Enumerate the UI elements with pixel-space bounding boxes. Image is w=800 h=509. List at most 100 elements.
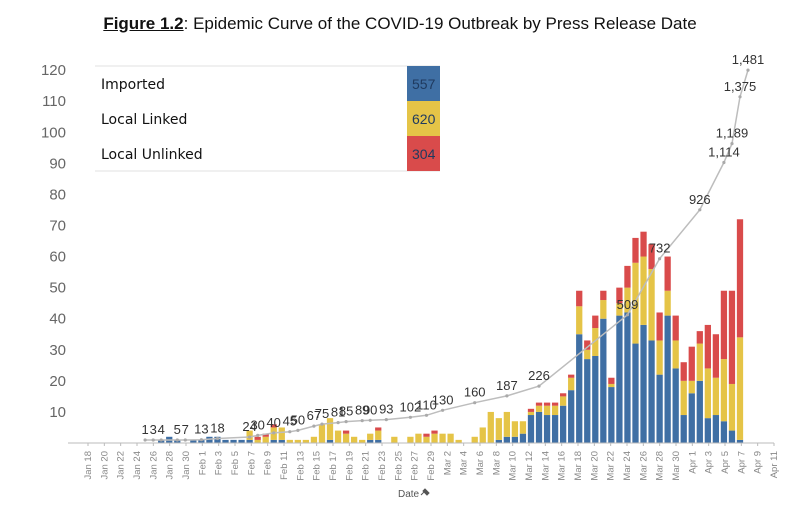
cumulative-point: [738, 95, 742, 99]
bar-local-unlinked: [712, 334, 720, 378]
cumulative-label: 4: [158, 422, 165, 437]
x-tick-label: Mar 26: [638, 451, 649, 481]
y-tick-label: 20: [49, 373, 66, 390]
bar-local-unlinked: [696, 331, 703, 344]
cumulative-point: [151, 438, 155, 442]
cumulative-point: [183, 438, 187, 442]
bar-local-linked: [712, 377, 720, 416]
bar-local-unlinked: [672, 315, 679, 341]
bar-local-unlinked: [375, 427, 382, 431]
cumulative-point: [625, 313, 630, 317]
bar-imported: [696, 380, 703, 443]
x-tick-label: Feb 23: [377, 451, 388, 481]
cumulative-label: 89: [355, 403, 369, 418]
y-axis: 10 20 30 40 50 60 70 80 90 100 110 120: [41, 62, 66, 421]
cumulative-point: [272, 431, 276, 435]
bar-local-linked: [648, 268, 655, 341]
y-tick-label: 10: [49, 404, 66, 421]
bar-local-linked: [720, 359, 728, 422]
bar-local-linked: [704, 368, 711, 419]
cumulative-point: [199, 438, 203, 442]
x-tick-label: Mar 8: [491, 451, 502, 475]
cumulative-label: 45: [283, 414, 297, 429]
cumulative-label: 226: [528, 368, 550, 383]
x-tick-label: Feb 9: [263, 451, 274, 475]
figure-number: Figure 1.2: [103, 14, 184, 33]
x-tick-label: Jan 24: [132, 451, 143, 480]
bar-local-linked: [511, 421, 519, 437]
bar-local-unlinked: [624, 265, 631, 288]
bar-local-unlinked: [592, 315, 599, 329]
bar-local-linked: [656, 340, 663, 375]
bar-local-linked: [568, 377, 575, 391]
y-tick-label: 100: [41, 124, 66, 141]
cumulative-label: 130: [432, 392, 454, 407]
legend-label-local-unlinked: Local Unlinked: [101, 147, 203, 163]
cumulative-label: 18: [210, 421, 224, 436]
bar-local-linked: [391, 436, 398, 443]
cumulative-point: [384, 418, 388, 422]
bar-imported: [608, 387, 615, 443]
x-tick-label: Apr 11: [769, 451, 780, 478]
bar-local-unlinked: [736, 219, 744, 338]
bar-imported: [616, 315, 623, 443]
cumulative-point: [698, 208, 702, 212]
x-tick-label: Feb 11: [279, 451, 290, 480]
bar-local-linked: [560, 396, 567, 406]
x-tick-label: Jan 20: [99, 451, 110, 480]
x-tick-label: Jan 18: [83, 451, 94, 480]
x-tick-label: Apr 3: [704, 451, 715, 474]
x-tick-label: Jan 30: [181, 451, 192, 480]
y-tick-label: 40: [49, 311, 66, 328]
x-tick-label: Apr 9: [753, 451, 764, 474]
bar-imported: [270, 439, 277, 443]
cumulative-point: [746, 68, 750, 72]
cumulative-point: [175, 438, 179, 442]
y-tick-label: 80: [49, 186, 66, 203]
x-tick-label: Jan 28: [165, 451, 176, 480]
bar-imported: [576, 334, 583, 443]
cumulative-point: [730, 142, 734, 146]
x-tick-label: Feb 5: [230, 451, 241, 475]
bar-local-unlinked: [576, 290, 583, 307]
pin-icon: [420, 488, 430, 496]
y-tick-label: 90: [49, 155, 66, 172]
bar-local-unlinked: [632, 237, 639, 263]
bar-local-unlinked: [616, 287, 623, 304]
cumulative-label: 40: [266, 415, 280, 430]
cumulative-label: 1,114: [708, 145, 740, 160]
x-tick-label: Mar 6: [475, 451, 486, 475]
bar-local-linked: [286, 439, 293, 443]
cumulative-point: [424, 413, 429, 417]
bar-local-unlinked: [608, 377, 615, 384]
bar-local-linked: [334, 430, 342, 443]
x-tick-label: Feb 21: [361, 451, 372, 481]
bar-imported: [584, 359, 591, 443]
legend: Imported Local Linked Local Unlinked 557…: [95, 65, 440, 172]
bar-imported: [632, 343, 639, 443]
cumulative-point: [658, 257, 662, 261]
bar-local-linked: [696, 343, 703, 381]
cumulative-point: [344, 420, 348, 424]
bar-imported: [535, 411, 543, 443]
cumulative-point: [312, 424, 316, 428]
bar-local-unlinked: [254, 436, 261, 440]
cumulative-point: [336, 421, 340, 425]
x-tick-label: Mar 10: [508, 451, 519, 481]
bar-imported: [712, 415, 720, 443]
y-tick-label: 30: [49, 342, 66, 359]
x-tick-label: Feb 29: [426, 451, 437, 481]
x-tick-label: Feb 25: [393, 451, 404, 481]
cumulative-label: 160: [464, 385, 486, 400]
bar-local-linked: [310, 436, 318, 443]
bar-imported: [728, 430, 736, 443]
bar-local-unlinked: [535, 402, 543, 406]
cumulative-point: [408, 415, 412, 419]
cumulative-label: 1,375: [724, 79, 757, 94]
chart-title: Figure 1.2: Epidemic Curve of the COVID-…: [0, 14, 800, 34]
x-tick-label: Feb 13: [295, 451, 306, 481]
x-tick-label: Mar 14: [540, 451, 551, 481]
bar-local-linked: [342, 433, 350, 443]
cumulative-point: [320, 422, 324, 426]
